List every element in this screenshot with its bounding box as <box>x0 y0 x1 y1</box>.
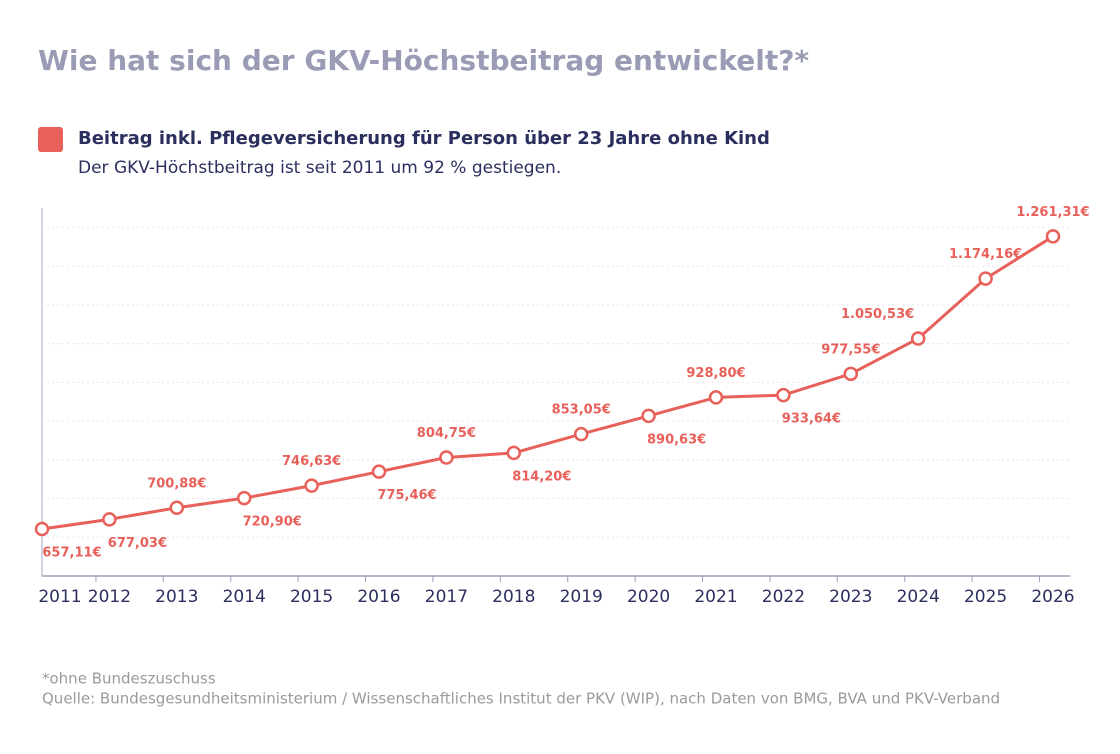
value-label: 853,05€ <box>552 403 611 418</box>
legend-label: Beitrag inkl. Pflegeversicherung für Per… <box>78 128 770 149</box>
x-tick-label: 2015 <box>290 587 333 607</box>
value-label: 890,63€ <box>647 432 706 447</box>
value-label: 977,55€ <box>821 342 880 357</box>
data-point <box>573 426 589 442</box>
data-point <box>102 512 117 527</box>
x-tick-label: 2020 <box>627 587 670 607</box>
x-tick-label: 2025 <box>964 587 1007 607</box>
value-label: 657,11€ <box>42 545 101 560</box>
x-tick-label: 2022 <box>762 587 805 607</box>
x-tick-label: 2017 <box>425 587 468 607</box>
chart-title: Wie hat sich der GKV-Höchstbeitrag entwi… <box>38 44 809 77</box>
legend-swatch <box>38 127 63 152</box>
data-point <box>439 450 454 465</box>
data-point <box>236 490 252 506</box>
value-label: 928,80€ <box>686 366 745 381</box>
x-tick-label: 2024 <box>897 587 940 607</box>
data-point <box>34 521 50 537</box>
value-label: 814,20€ <box>512 469 571 484</box>
value-label: 677,03€ <box>108 536 167 551</box>
data-point <box>708 390 724 405</box>
data-point <box>1045 229 1061 244</box>
x-tick-label: 2016 <box>357 587 400 607</box>
value-label: 700,88€ <box>147 476 206 491</box>
x-tick-label: 2026 <box>1031 587 1074 607</box>
data-point <box>843 366 859 382</box>
footnote: *ohne Bundeszuschuss <box>42 670 216 688</box>
value-label: 933,64€ <box>782 412 841 427</box>
x-tick-label: 2012 <box>88 587 131 607</box>
value-label: 746,63€ <box>282 454 341 469</box>
value-label: 804,75€ <box>417 426 476 441</box>
x-tick-label: 2018 <box>492 587 535 607</box>
value-label: 1.050,53€ <box>841 307 914 322</box>
data-point <box>978 271 993 286</box>
value-label: 720,90€ <box>243 515 302 530</box>
value-label: 1.261,31€ <box>1016 205 1089 220</box>
data-point <box>506 445 522 461</box>
value-label: 1.174,16€ <box>949 247 1022 262</box>
data-point <box>910 331 926 346</box>
x-tick-label: 2014 <box>223 587 266 607</box>
data-point <box>641 408 656 424</box>
series-line <box>41 235 1054 531</box>
x-tick-label: 2021 <box>694 587 737 607</box>
data-point <box>776 387 791 403</box>
value-label: 775,46€ <box>377 488 436 503</box>
data-point <box>304 478 319 493</box>
source: Quelle: Bundesgesundheitsministerium / W… <box>42 690 1000 708</box>
x-tick-label: 2011 <box>38 587 81 607</box>
x-tick-label: 2019 <box>560 587 603 607</box>
x-tick-label: 2013 <box>155 587 198 607</box>
x-tick-label: 2023 <box>829 587 872 607</box>
data-point <box>169 500 185 516</box>
subtitle: Der GKV-Höchstbeitrag ist seit 2011 um 9… <box>78 158 561 178</box>
data-point <box>371 464 387 479</box>
